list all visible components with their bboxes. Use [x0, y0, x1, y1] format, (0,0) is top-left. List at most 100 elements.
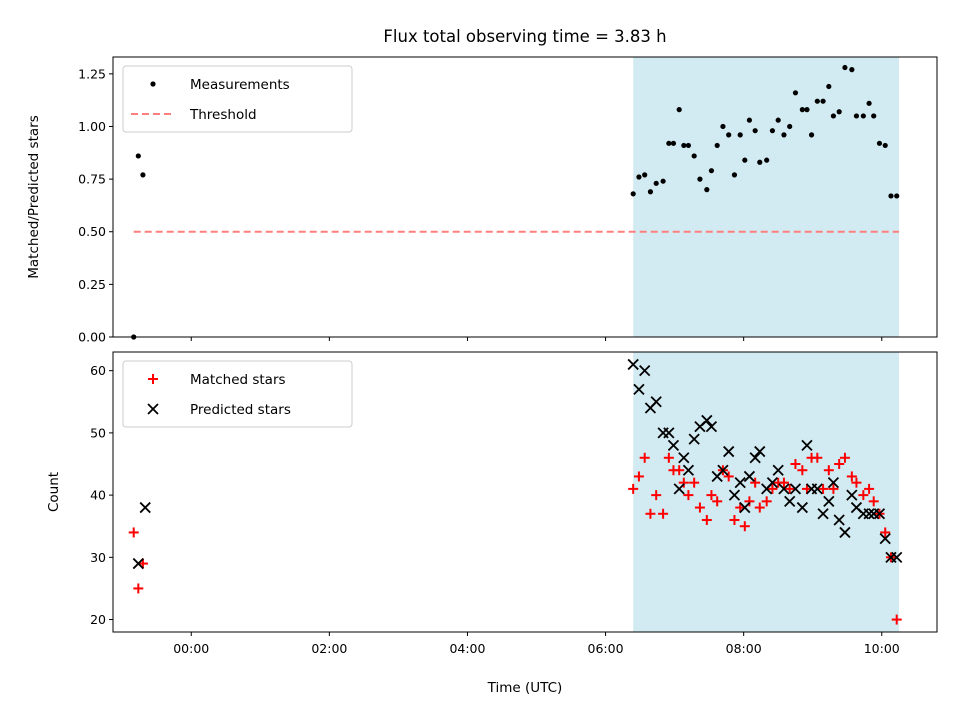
x-b: [688, 433, 700, 445]
predicted-star-point: [132, 557, 144, 570]
predicted-star-point: [717, 464, 729, 476]
predicted-star-point: [633, 383, 645, 395]
matched-star-point: [812, 452, 823, 463]
y-tick-label: 0.50: [78, 224, 106, 239]
predicted-star-point: [863, 508, 875, 520]
x-tick-label: 10:00: [864, 641, 900, 656]
measurement-point: [642, 172, 648, 178]
matched-star-point: [712, 496, 723, 507]
measurement-point: [769, 128, 776, 134]
matched-star-point: [868, 496, 879, 507]
x-b: [673, 483, 685, 495]
predicted-star-point: [754, 445, 766, 458]
matched-star-point: [674, 465, 685, 476]
x-b: [705, 421, 718, 433]
matched-star-point: [880, 527, 891, 538]
measurement-point: [140, 172, 146, 178]
matched-star-point: [723, 471, 734, 482]
matched-star-point: [767, 483, 778, 494]
x-b: [723, 445, 735, 458]
legend-label: Predicted stars: [190, 402, 291, 418]
measurement-point: [757, 159, 763, 165]
predicted-star-point: [723, 445, 735, 458]
measurement-point: [726, 132, 732, 138]
predicted-star-point: [743, 470, 756, 483]
measurement-point: [676, 107, 682, 113]
matched-star-point: [651, 490, 662, 501]
measurement-point: [746, 117, 753, 123]
matched-star-point: [864, 483, 875, 494]
predicted-star-point: [772, 464, 784, 476]
x-axis-label: Time (UTC): [487, 680, 563, 696]
x-b: [627, 358, 639, 371]
x-b: [817, 508, 829, 520]
matched-star-point: [633, 471, 644, 482]
matched-star-point: [891, 614, 902, 625]
predicted-star-point: [650, 396, 662, 408]
x-b: [678, 452, 690, 464]
matched-star-point: [754, 502, 765, 513]
y-tick-label: 30: [90, 550, 106, 565]
matched-star-point: [658, 508, 669, 519]
measurement-point: [814, 98, 820, 104]
measurement-point: [752, 128, 758, 134]
x-b: [873, 508, 886, 520]
x-tick-label: 04:00: [449, 641, 485, 656]
predicted-star-point: [891, 551, 903, 563]
measurement-point: [830, 113, 837, 119]
x-b: [667, 439, 680, 451]
x-b: [682, 464, 695, 476]
matched-star-point: [683, 490, 694, 501]
x-b: [734, 477, 746, 489]
x-b: [701, 414, 713, 427]
y-tick-label: 40: [90, 488, 106, 503]
measurement-point: [737, 132, 743, 138]
predicted-star-point: [673, 483, 685, 495]
measurement-point: [849, 67, 855, 73]
top-panel: 0.00 0.25 0.50 0.75 1.00 1.25 Measurements Thre…: [78, 56, 938, 345]
matched-star-point: [744, 496, 755, 507]
measurement-point: [853, 113, 860, 119]
predicted-star-point: [811, 483, 823, 495]
x-b: [749, 452, 761, 464]
matched-star-point: [761, 496, 772, 507]
legend-1: Matched stars Predicted stars: [122, 360, 353, 428]
matched-star-point: [834, 459, 845, 469]
x-b: [139, 501, 151, 514]
legend-label: Matched stars: [190, 372, 286, 388]
measurement-point: [799, 107, 805, 113]
predicted-star-point: [796, 501, 808, 514]
measurement-point: [731, 172, 738, 178]
predicted-star-point: [817, 508, 829, 520]
matched-star-point: [694, 502, 705, 513]
predicted-star-point: [778, 483, 790, 495]
predicted-star-point: [639, 365, 651, 377]
measurement-point: [876, 140, 883, 146]
legend-box: [122, 360, 353, 428]
predicted-star-point: [873, 508, 886, 520]
measurement-point: [826, 83, 832, 90]
x-b: [772, 464, 784, 476]
x-b: [811, 483, 823, 495]
legend-box: [122, 65, 353, 133]
matched-star-point: [678, 477, 689, 488]
matched-star-point: [689, 477, 700, 488]
y-tick-label: 1.00: [78, 119, 106, 134]
matched-star-point: [639, 452, 650, 463]
measurement-point: [842, 64, 848, 71]
measurement-point: [808, 132, 815, 138]
x-b: [839, 526, 851, 539]
predicted-star-point: [827, 477, 840, 489]
measurement-point: [888, 193, 894, 199]
predicted-star-point: [682, 464, 695, 476]
legend-label: Measurements: [190, 77, 290, 93]
predicted-star-point: [823, 495, 835, 507]
matched-star-point: [645, 508, 656, 519]
matched-star-point: [797, 465, 808, 476]
x-b: [739, 501, 751, 514]
matched-star-point: [706, 490, 717, 501]
bottom-panel: 20 30 40 50 60 00:00 02:00 04:00 06:00 08:00 10:00…: [90, 351, 938, 656]
x-b: [743, 470, 756, 483]
x-b: [823, 495, 835, 507]
measurement-point: [135, 153, 141, 159]
